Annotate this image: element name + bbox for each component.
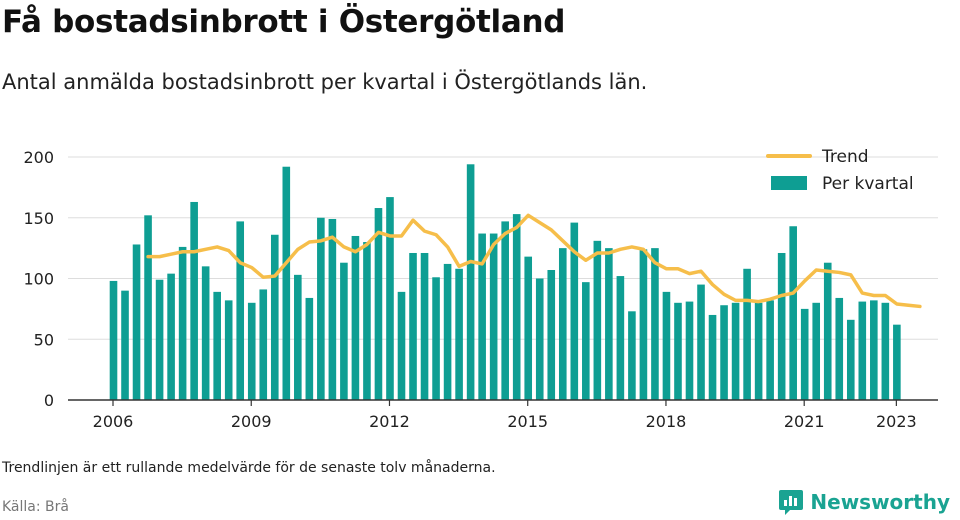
bar bbox=[547, 270, 556, 400]
chart-area: 0 50 100 150 200 2006 2009 2012 2015 2018 2021 202… bbox=[23, 147, 938, 431]
bar bbox=[535, 278, 544, 400]
bar bbox=[881, 302, 890, 400]
x-tick-label: 2012 bbox=[369, 412, 410, 431]
bar-chart-logo-icon bbox=[779, 490, 804, 515]
bar bbox=[651, 248, 659, 401]
legend-trend-label: Trend bbox=[821, 147, 869, 167]
bar bbox=[731, 302, 740, 400]
bar bbox=[167, 273, 175, 400]
bar bbox=[190, 201, 198, 400]
bar bbox=[236, 221, 245, 400]
bar bbox=[720, 305, 728, 400]
x-tick-label: 2018 bbox=[646, 412, 687, 431]
trend-line bbox=[146, 213, 922, 309]
bar bbox=[201, 266, 210, 400]
bar bbox=[282, 166, 291, 400]
bar bbox=[662, 291, 671, 400]
bar bbox=[432, 277, 440, 400]
bar bbox=[639, 249, 648, 400]
bar bbox=[328, 218, 337, 400]
bar-series-per-kvartal bbox=[109, 164, 901, 401]
bar bbox=[247, 302, 256, 400]
y-tick-label: 0 bbox=[44, 391, 54, 410]
bar bbox=[605, 248, 613, 401]
bar bbox=[132, 244, 141, 400]
bar bbox=[213, 291, 221, 400]
bar bbox=[478, 233, 486, 400]
legend-bar-label: Per kvartal bbox=[822, 174, 914, 194]
x-tick-label: 2009 bbox=[231, 412, 272, 431]
bar bbox=[224, 300, 233, 400]
bar bbox=[259, 289, 268, 400]
bar bbox=[512, 214, 521, 400]
bar bbox=[708, 314, 717, 400]
bar bbox=[558, 248, 567, 401]
source-text: Källa: Brå bbox=[2, 499, 69, 515]
bar bbox=[501, 221, 509, 400]
y-tick-label: 200 bbox=[23, 148, 54, 167]
bar bbox=[489, 233, 498, 400]
y-tick-label: 150 bbox=[23, 209, 54, 228]
bar bbox=[800, 308, 809, 401]
x-tick-label: 2023 bbox=[876, 412, 917, 431]
bar bbox=[674, 302, 682, 400]
y-tick-label: 50 bbox=[34, 330, 54, 349]
bar bbox=[743, 268, 751, 400]
x-tick-label: 2015 bbox=[507, 412, 548, 431]
bar bbox=[616, 276, 625, 400]
brand-name: Newsworthy bbox=[810, 490, 950, 514]
bar bbox=[420, 252, 429, 400]
trend-series bbox=[146, 213, 922, 309]
brand-logo: Newsworthy bbox=[778, 488, 950, 516]
bar bbox=[685, 301, 694, 400]
y-tick-label: 100 bbox=[23, 270, 54, 289]
legend: Trend Per kvartal bbox=[766, 147, 914, 194]
y-axis: 0 50 100 150 200 bbox=[23, 148, 54, 410]
bar bbox=[409, 252, 417, 400]
footnote: Trendlinjen är ett rullande medelvärde f… bbox=[2, 460, 496, 476]
bar bbox=[386, 197, 394, 400]
bar bbox=[858, 301, 867, 400]
x-tick-label: 2006 bbox=[93, 412, 134, 431]
bar bbox=[109, 280, 118, 400]
bar bbox=[812, 302, 821, 400]
chart-title: Få bostadsinbrott i Östergötland bbox=[2, 4, 566, 40]
bar bbox=[144, 215, 152, 400]
bar bbox=[789, 226, 797, 400]
bar bbox=[870, 300, 878, 400]
bar bbox=[397, 291, 406, 400]
bar bbox=[178, 246, 187, 400]
bar bbox=[754, 302, 763, 400]
bar bbox=[317, 217, 325, 400]
bar bbox=[455, 268, 463, 400]
bar bbox=[294, 274, 302, 400]
bar bbox=[466, 164, 475, 400]
bar bbox=[121, 290, 129, 400]
bar bbox=[363, 242, 371, 400]
bar bbox=[593, 240, 602, 400]
bar bbox=[155, 279, 164, 400]
x-tick-label: 2021 bbox=[784, 412, 825, 431]
bar bbox=[305, 297, 314, 400]
chart-subtitle: Antal anmälda bostadsinbrott per kvartal… bbox=[2, 70, 648, 94]
bar bbox=[443, 263, 452, 400]
bar bbox=[570, 222, 579, 400]
bar bbox=[777, 252, 786, 400]
legend-bar-swatch bbox=[771, 176, 807, 190]
bar bbox=[270, 234, 279, 400]
bar bbox=[893, 324, 901, 400]
bar bbox=[628, 311, 636, 400]
bar bbox=[524, 256, 533, 400]
x-axis: 2006 2009 2012 2015 2018 2021 2023 bbox=[68, 399, 938, 431]
bar bbox=[351, 235, 360, 400]
bar bbox=[835, 297, 844, 400]
bar bbox=[374, 208, 383, 400]
bar bbox=[766, 300, 774, 400]
bar bbox=[823, 262, 832, 400]
bar bbox=[340, 262, 348, 400]
bar bbox=[846, 319, 855, 400]
bar bbox=[697, 284, 705, 400]
bar bbox=[582, 282, 590, 400]
